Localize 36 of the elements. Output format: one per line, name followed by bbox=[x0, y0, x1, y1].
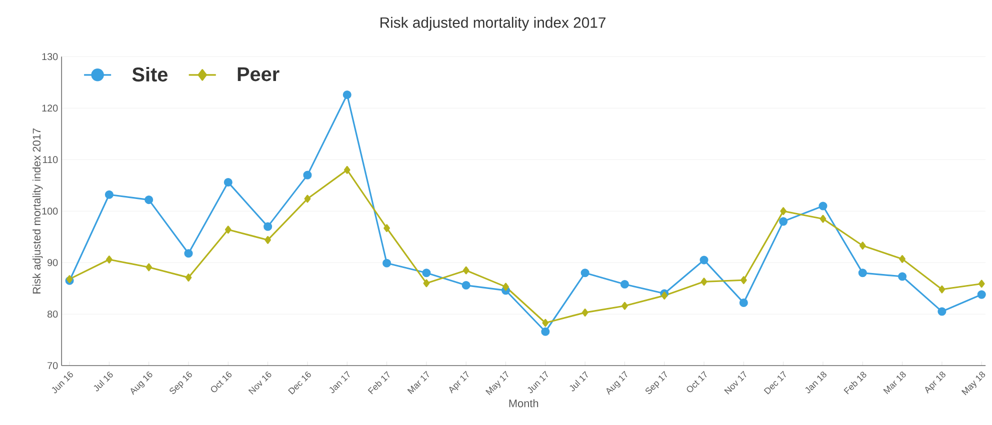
x-tick-label: May 17 bbox=[486, 370, 508, 396]
x-tick-label: Apr 18 bbox=[925, 372, 946, 394]
y-tick-label: 70 bbox=[48, 362, 58, 370]
x-tick-label: Jul 17 bbox=[570, 371, 588, 392]
y-tick-label: 80 bbox=[47, 310, 58, 318]
x-tick-label: Nov 16 bbox=[248, 371, 272, 394]
x-tick-label: Dec 17 bbox=[764, 370, 786, 394]
y-tick-label: 110 bbox=[43, 156, 58, 164]
x-tick-label: Oct 17 bbox=[686, 370, 707, 392]
x-tick-label: May 18 bbox=[961, 372, 986, 396]
x-tick-label: Aug 17 bbox=[606, 370, 628, 395]
x-tick-label: Feb 17 bbox=[368, 371, 390, 394]
x-tick-label: Aug 16 bbox=[130, 371, 152, 395]
x-tick-label: Mar 18 bbox=[883, 372, 906, 394]
x-tick-label: Nov 17 bbox=[724, 370, 746, 394]
x-tick-label: Mar 17 bbox=[407, 370, 429, 394]
y-tick-label: 90 bbox=[48, 258, 58, 266]
x-tick-label: Jul 16 bbox=[94, 372, 113, 392]
legend-label: Site bbox=[132, 66, 168, 82]
x-axis-title: Month bbox=[509, 399, 538, 408]
x-tick-label: Feb 18 bbox=[844, 372, 866, 394]
y-tick-label: 130 bbox=[42, 53, 58, 60]
x-tick-label: Apr 17 bbox=[449, 370, 469, 394]
y-tick-label: 120 bbox=[42, 104, 58, 112]
y-tick-label: 100 bbox=[42, 207, 58, 215]
x-tick-label: Jan 17 bbox=[329, 370, 350, 394]
x-tick-label: Oct 16 bbox=[211, 371, 232, 392]
y-axis-title: Risk adjusted mortality index 2017 bbox=[32, 128, 43, 294]
x-tick-label: Jun 17 bbox=[528, 370, 548, 394]
x-tick-label: Jun 16 bbox=[52, 371, 73, 394]
x-tick-label: Jan 18 bbox=[805, 372, 826, 394]
chart-title: Risk adjusted mortality index 2017 bbox=[380, 16, 606, 31]
x-tick-label: Sep 17 bbox=[646, 370, 667, 394]
x-tick-label: Sep 16 bbox=[170, 371, 192, 394]
x-tick-label: Dec 16 bbox=[288, 371, 311, 394]
legend-label: Peer bbox=[238, 67, 280, 82]
